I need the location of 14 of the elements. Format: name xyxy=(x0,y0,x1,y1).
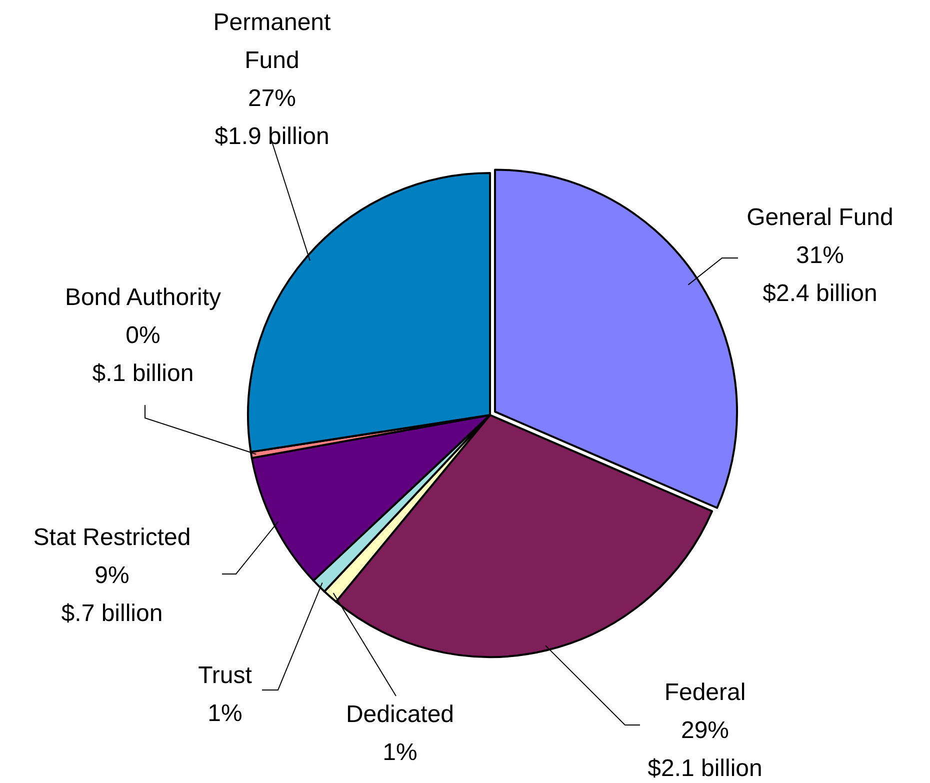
slice-label: General Fund xyxy=(746,204,894,231)
data-label: 1% xyxy=(382,739,418,766)
slice-label: Permanent Fund xyxy=(213,9,332,74)
data-label: 0% $.1 billion xyxy=(92,322,194,387)
data-label: 27% $1.9 billion xyxy=(214,85,330,150)
data-label: 31% $2.4 billion xyxy=(762,242,878,307)
data-label: 9% $.7 billion xyxy=(61,562,163,627)
legend-label: Stat Restricted xyxy=(33,524,191,551)
slice-label: Dedicated xyxy=(346,701,454,728)
data-label: 29% $2.1 billion xyxy=(648,717,762,782)
slice-label: Bond Authority xyxy=(64,284,222,311)
slice-label: Trust xyxy=(198,662,252,689)
data-label: 1% xyxy=(208,700,242,727)
slice-label: Federal xyxy=(664,679,746,706)
